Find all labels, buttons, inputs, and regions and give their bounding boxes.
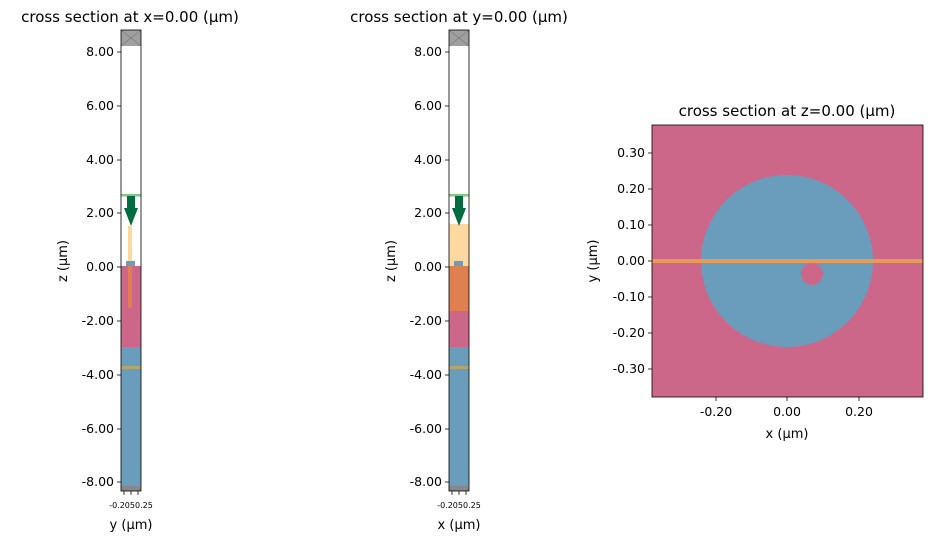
disk-hole <box>801 263 823 285</box>
panel-title: cross section at z=0.00 (µm) <box>679 102 896 120</box>
x-axis-label: x (µm) <box>766 427 809 442</box>
y-tick-label: 4.00 <box>414 152 442 167</box>
y-tick-label: 2.00 <box>86 205 114 220</box>
resonator-block <box>454 261 463 266</box>
y-tick-label: -4.00 <box>410 367 442 382</box>
y-tick-label: -0.20 <box>613 325 645 340</box>
x-tick-label: 0.20 <box>845 404 873 419</box>
x-axis-label: y (µm) <box>110 518 153 533</box>
y-tick-label: 6.00 <box>86 98 114 113</box>
y-tick-label: -2.00 <box>82 313 114 328</box>
y-tick-label: -8.00 <box>410 474 442 489</box>
source-plane <box>449 194 469 197</box>
y-tick-label: 8.00 <box>414 44 442 59</box>
y-tick-label: 0.20 <box>617 181 645 196</box>
y-tick-label: -4.00 <box>82 367 114 382</box>
y-axis: 8.00 6.00 4.00 2.00 0.00 -2.00 -4.00 -6.… <box>82 44 121 489</box>
pml-bottom <box>449 486 469 491</box>
source-arrow-icon <box>124 196 138 226</box>
source-plane <box>121 194 141 197</box>
y-tick-label: -6.00 <box>410 421 442 436</box>
source-arrow-icon <box>452 196 466 226</box>
y-tick-label: 0.00 <box>86 259 114 274</box>
waveguide-core <box>652 259 923 263</box>
y-tick-label: 2.00 <box>414 205 442 220</box>
panel-x-section: cross section at x=0.00 (µm) 8.00 6.00 <box>21 8 239 533</box>
x-tick-label: 0.00 <box>773 404 801 419</box>
y-axis-label: z (µm) <box>384 240 399 282</box>
y-tick-label: 6.00 <box>414 98 442 113</box>
pml-bottom <box>121 486 141 491</box>
x-tick-label: -0.20 <box>700 404 732 419</box>
y-tick-label: 0.10 <box>617 217 645 232</box>
y-axis: 8.00 6.00 4.00 2.00 0.00 -2.00 -4.00 -6.… <box>410 44 449 489</box>
monitor-plane <box>449 366 469 369</box>
x-tick-labels: -0.2050.25 <box>437 501 481 510</box>
y-tick-label: 4.00 <box>86 152 114 167</box>
x-tick-labels: -0.2050.25 <box>109 501 153 510</box>
y-axis-label: y (µm) <box>586 240 601 283</box>
x-axis-label: x (µm) <box>438 518 481 533</box>
y-axis-label: z (µm) <box>56 240 71 282</box>
core-strip <box>128 226 132 262</box>
monitor-plane <box>121 366 141 369</box>
panel-y-section: cross section at y=0.00 (µm) 8.00 6.00 4… <box>350 8 568 533</box>
y-tick-label: -8.00 <box>82 474 114 489</box>
y-tick-label: 0.00 <box>414 259 442 274</box>
y-tick-label: -2.00 <box>410 313 442 328</box>
core-region <box>449 266 469 311</box>
y-axis: 0.30 0.20 0.10 0.00 -0.10 -0.20 -0.30 <box>613 145 652 376</box>
y-tick-label: -6.00 <box>82 421 114 436</box>
panel-title: cross section at y=0.00 (µm) <box>350 8 568 26</box>
x-axis: -0.20 0.00 0.20 <box>700 397 873 419</box>
substrate-region <box>449 347 469 488</box>
resonator-gap-region <box>449 224 469 266</box>
panel-title: cross section at x=0.00 (µm) <box>21 8 239 26</box>
panel-z-section: cross section at z=0.00 (µm) 0.30 0.20 0… <box>586 102 924 442</box>
substrate-region <box>121 347 141 488</box>
y-tick-label: 0.00 <box>617 253 645 268</box>
core-below <box>128 266 132 308</box>
y-tick-label: 8.00 <box>86 44 114 59</box>
pml-hatch <box>448 29 470 47</box>
pml-hatch <box>120 29 142 47</box>
cladding-region <box>449 311 469 347</box>
y-tick-label: 0.30 <box>617 145 645 160</box>
y-tick-label: -0.10 <box>613 289 645 304</box>
y-tick-label: -0.30 <box>613 361 645 376</box>
resonator-block <box>126 261 135 266</box>
